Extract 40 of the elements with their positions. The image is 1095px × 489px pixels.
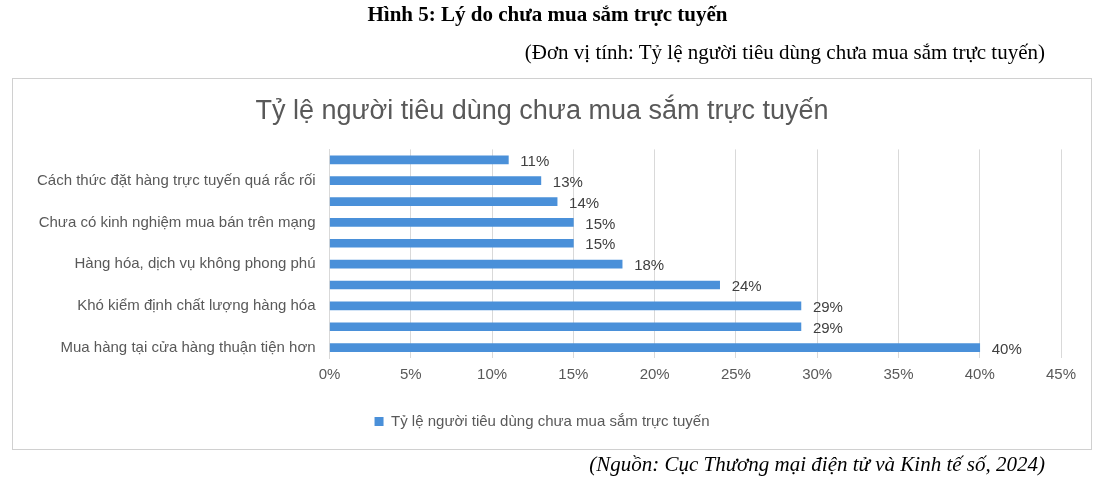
x-tick-label: 25% <box>720 365 751 383</box>
chart-title: Tỷ lệ người tiêu dùng chưa mua sắm trực tuyến <box>255 93 829 125</box>
text: Hình 5: Lý do chưa mua sắm trực tuyến <box>366 2 729 27</box>
bar <box>329 218 574 227</box>
data-label: 29% <box>812 297 843 315</box>
x-tick-label: 15% <box>558 365 589 383</box>
bar <box>329 301 802 311</box>
bar <box>329 322 802 332</box>
text: (Nguồn: Cục Thương mại điện tử và Kinh tế số, 2024) <box>589 452 1045 477</box>
bar <box>329 197 558 206</box>
y-tick-label: Mua hàng tại cửa hàng thuận tiện hơn <box>60 337 316 355</box>
data-label: 29% <box>812 318 843 336</box>
bar <box>329 343 981 352</box>
bar <box>329 259 623 269</box>
data-label: 14% <box>569 193 600 211</box>
data-label: 40% <box>991 339 1022 357</box>
y-tick-label: Hàng hóa, dịch vụ không phong phú <box>74 254 316 272</box>
data-label: 13% <box>552 172 583 190</box>
y-tick-label: Cách thức đặt hàng trực tuyến quá rắc rối <box>37 170 316 188</box>
x-tick-label: 30% <box>802 365 833 383</box>
x-tick-label: 0% <box>318 365 341 383</box>
x-tick-label: 35% <box>883 365 914 383</box>
y-tick-label: Khó kiểm định chất lượng hàng hóa <box>77 295 317 313</box>
data-label: 15% <box>585 214 616 232</box>
data-label: 11% <box>520 151 550 169</box>
x-tick-label: 20% <box>639 365 670 383</box>
data-label: 24% <box>731 277 762 295</box>
y-tick-label: Chưa có kinh nghiệm mua bán trên mạng <box>38 212 316 230</box>
bar <box>329 238 574 248</box>
x-tick-label: 45% <box>1045 365 1077 383</box>
x-tick-label: 40% <box>964 365 995 383</box>
data-label: 15% <box>585 235 616 253</box>
text: (Đơn vị tính: Tỷ lệ người tiêu dùng chưa mua sắm trực tuyến) <box>524 40 1045 65</box>
bar <box>329 280 720 290</box>
x-tick-label: 10% <box>477 365 508 383</box>
x-tick-label: 5% <box>399 365 422 383</box>
legend-label: Tỷ lệ người tiêu dùng chưa mua sắm trực tuyến <box>391 411 710 429</box>
data-label: 18% <box>634 256 665 274</box>
bar <box>329 176 542 186</box>
bar <box>329 155 509 165</box>
